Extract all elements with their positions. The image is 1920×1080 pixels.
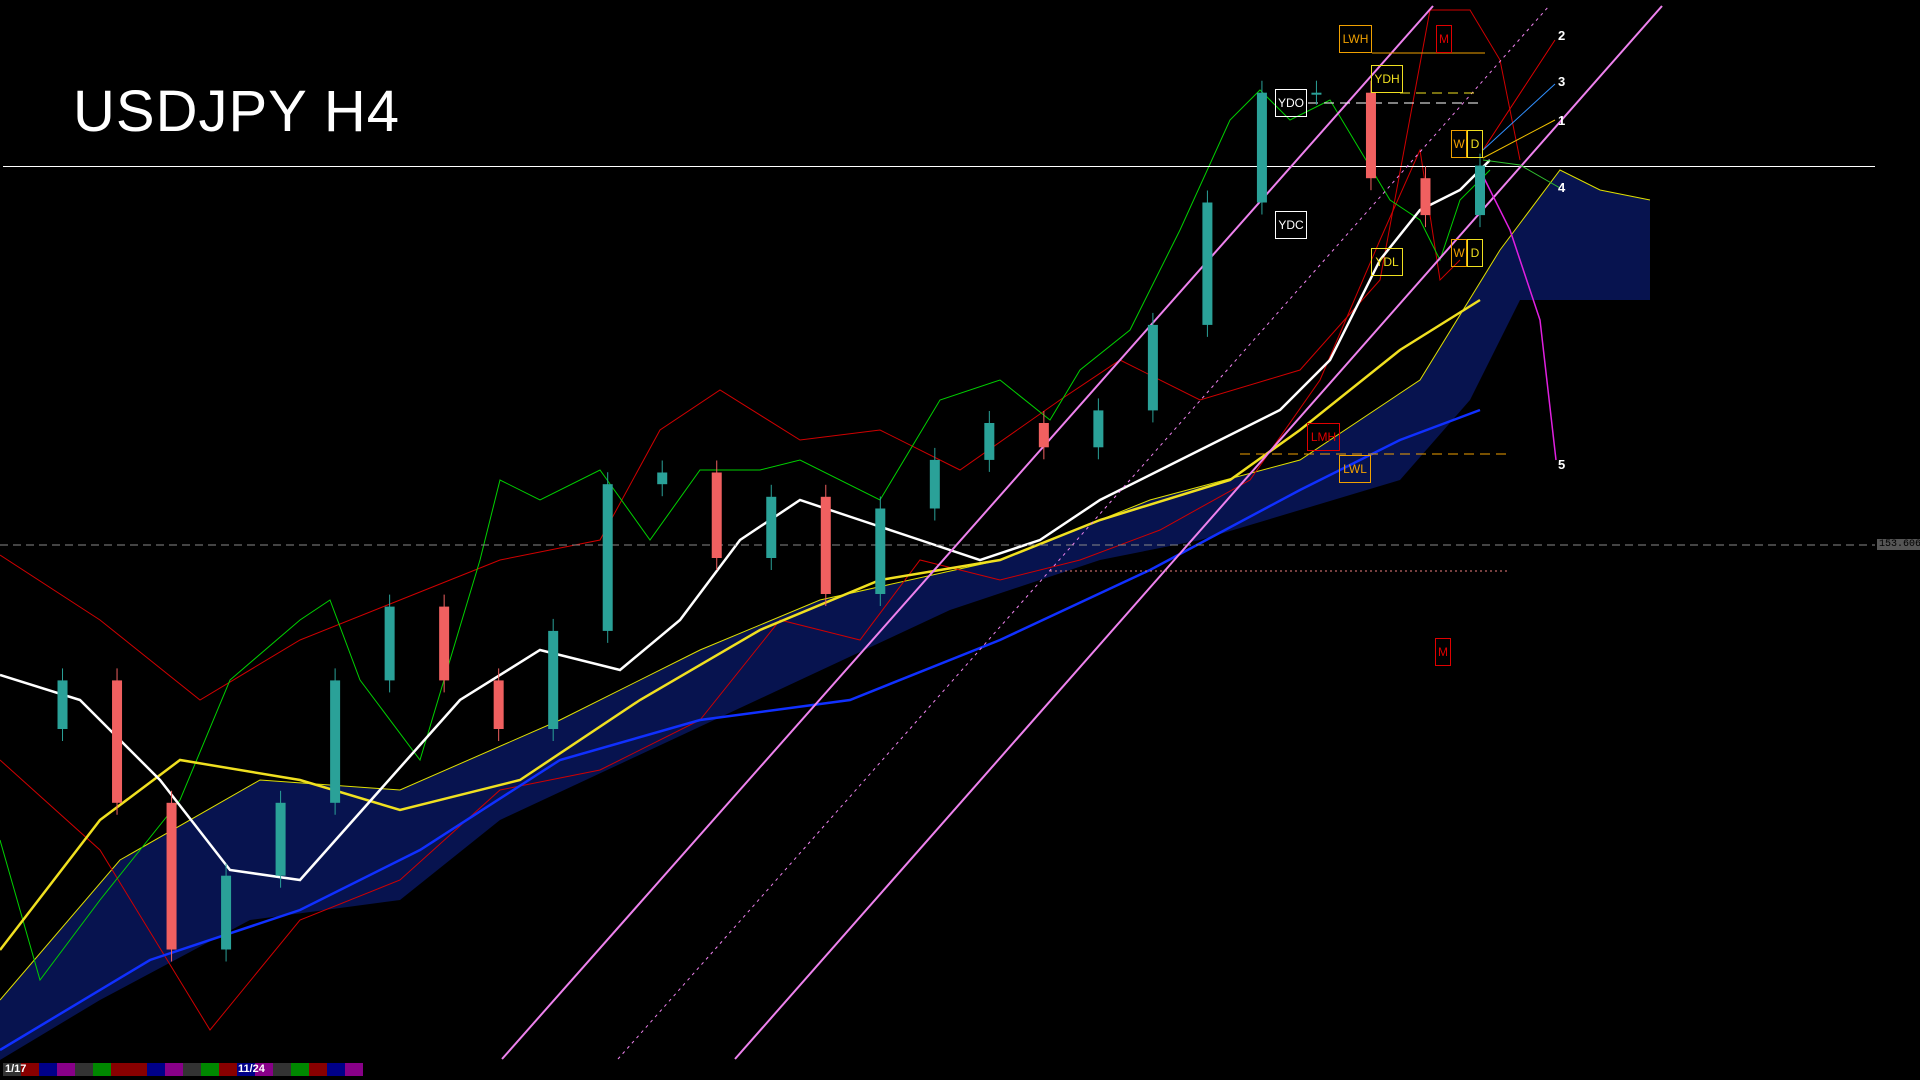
candle <box>602 484 613 631</box>
candle <box>384 606 395 681</box>
label-ydc: YDC <box>1275 211 1307 239</box>
candle <box>1256 92 1267 203</box>
candle <box>820 496 831 594</box>
projection-4 <box>1482 159 1561 189</box>
ichimoku-cloud <box>0 170 1650 1060</box>
bollinger-upper <box>0 9 1521 701</box>
ma-white <box>0 159 1491 882</box>
candle <box>330 680 341 803</box>
label-lwh: LWH <box>1339 25 1372 53</box>
label-ydh: YDH <box>1371 65 1403 93</box>
candle <box>1475 165 1485 216</box>
label-lwl: LWL <box>1339 455 1371 483</box>
candle <box>984 423 995 460</box>
label-m-top: M <box>1436 25 1452 53</box>
candle <box>275 802 286 876</box>
projection-label-1: 1 <box>1558 113 1566 128</box>
ma-blue <box>0 408 1481 1052</box>
candle <box>711 472 722 558</box>
projection-label-3: 3 <box>1558 74 1566 89</box>
projection-3 <box>1482 83 1556 151</box>
time-axis-bar <box>3 1063 363 1076</box>
candle <box>1038 423 1049 448</box>
chikou-span <box>0 89 1491 982</box>
ma-yellow <box>0 298 1481 951</box>
projection-label-4: 4 <box>1558 180 1566 195</box>
candle <box>57 680 68 729</box>
candle <box>1202 202 1213 325</box>
candle <box>929 459 940 509</box>
projection-label-2: 2 <box>1558 28 1566 43</box>
candle <box>1420 178 1431 216</box>
candle <box>112 680 123 803</box>
label-d-bottom: D <box>1467 239 1483 267</box>
label-d-top: D <box>1467 130 1483 158</box>
projection-5 <box>1477 165 1557 461</box>
candles <box>57 80 1485 962</box>
channel-upper[interactable] <box>734 5 1663 1060</box>
label-lmh: LMH <box>1307 423 1340 451</box>
label-w-top: W <box>1451 130 1467 158</box>
projection-1 <box>1482 119 1556 159</box>
projection-2 <box>1482 39 1556 151</box>
candle <box>1093 410 1104 448</box>
candle <box>439 606 450 681</box>
candle <box>166 802 177 950</box>
candle <box>657 472 668 485</box>
label-ydo: YDO <box>1275 89 1307 117</box>
candle <box>1365 92 1376 179</box>
candle <box>221 875 232 950</box>
label-m-bottom: M <box>1435 638 1451 666</box>
candle <box>493 680 504 729</box>
projection-label-5: 5 <box>1558 457 1566 472</box>
candle <box>548 630 559 729</box>
date-label: 11/24 <box>238 1063 265 1075</box>
candle <box>766 496 777 558</box>
label-ydl: YDL <box>1371 248 1403 276</box>
candle <box>1311 92 1322 95</box>
channel-lower[interactable] <box>501 5 1434 1060</box>
label-w-bottom: W <box>1451 239 1467 267</box>
channel-mid[interactable] <box>617 5 1550 1060</box>
chart-title: USDJPY H4 <box>73 79 401 144</box>
date-label: 1/17 <box>5 1063 27 1075</box>
candle <box>875 508 886 594</box>
price-axis-label: 153.606 <box>1877 539 1920 550</box>
bollinger-lower <box>0 148 1461 1031</box>
candle <box>1147 324 1158 411</box>
